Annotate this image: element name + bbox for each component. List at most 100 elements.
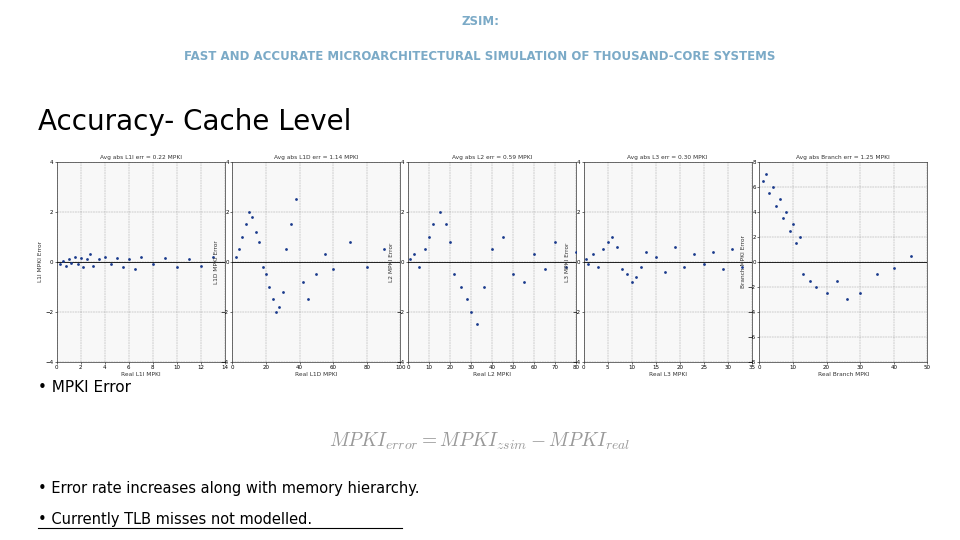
Point (792, 233, 807, 241)
Title: Avg abs L3 err = 0.30 MPKI: Avg abs L3 err = 0.30 MPKI (628, 155, 708, 160)
Point (300, 295, 316, 303)
Point (505, 270, 520, 279)
Point (779, 207, 794, 216)
Point (53, 260, 68, 269)
Point (476, 282, 492, 291)
Point (76, 262, 90, 271)
Text: • Error rate increases along with memory hierarchy.: • Error rate increases along with memory… (38, 481, 420, 496)
Point (121, 255, 136, 264)
Point (55, 256, 70, 265)
Text: • Currently TLB misses not modelled.: • Currently TLB misses not modelled. (38, 512, 313, 527)
Point (79, 255, 94, 264)
Point (459, 295, 474, 303)
Point (145, 260, 160, 269)
Title: Avg abs L1D err = 1.14 MPKI: Avg abs L1D err = 1.14 MPKI (274, 155, 359, 160)
Point (629, 273, 644, 281)
Point (638, 247, 654, 256)
Point (71, 260, 86, 269)
Point (772, 195, 787, 204)
Point (686, 250, 702, 259)
Point (789, 239, 804, 247)
Point (706, 247, 721, 256)
Point (261, 282, 276, 291)
Point (342, 238, 357, 246)
X-axis label: Real L1I MPKI: Real L1I MPKI (121, 373, 160, 377)
Point (886, 264, 901, 273)
Title: Avg abs Branch err = 1.25 MPKI: Avg abs Branch err = 1.25 MPKI (797, 155, 890, 160)
Point (234, 233, 250, 241)
Title: Avg abs L2 err = 0.59 MPKI: Avg abs L2 err = 0.59 MPKI (452, 155, 532, 160)
Point (765, 183, 780, 191)
Point (808, 282, 824, 291)
X-axis label: Real Branch MPKI: Real Branch MPKI (818, 373, 869, 377)
Point (715, 265, 731, 274)
Point (309, 270, 324, 279)
Point (605, 233, 620, 241)
Point (586, 250, 601, 259)
Point (272, 302, 287, 311)
Point (755, 177, 770, 185)
Point (432, 207, 447, 216)
Point (238, 220, 253, 229)
Point (600, 238, 615, 246)
Point (231, 245, 247, 254)
X-axis label: Real L3 MPKI: Real L3 MPKI (649, 373, 686, 377)
Text: FAST AND ACCURATE MICROARCHITECTURAL SIMULATION OF THOUSAND-CORE SYSTEMS: FAST AND ACCURATE MICROARCHITECTURAL SIM… (184, 50, 776, 63)
Point (568, 247, 584, 256)
Point (108, 254, 125, 262)
Point (438, 220, 453, 229)
Y-axis label: Branch MPKI Error: Branch MPKI Error (741, 235, 746, 288)
Point (180, 255, 196, 264)
Point (469, 320, 485, 329)
Point (278, 245, 294, 254)
Point (193, 261, 208, 270)
Y-axis label: L1D MPKI Error: L1D MPKI Error (214, 240, 219, 284)
Point (97, 253, 112, 261)
Point (283, 220, 299, 229)
Point (464, 307, 479, 316)
Y-axis label: L2 MPKI Error: L2 MPKI Error (390, 242, 395, 281)
Point (634, 262, 649, 271)
Point (84, 261, 101, 270)
Point (624, 278, 639, 286)
Point (248, 228, 263, 237)
Point (658, 267, 673, 276)
Point (59, 261, 74, 270)
Point (819, 289, 834, 298)
Y-axis label: L1I MPKI Error: L1I MPKI Error (38, 241, 43, 282)
Point (590, 262, 606, 271)
Title: Avg abs L1I err = 0.22 MPKI: Avg abs L1I err = 0.22 MPKI (100, 155, 181, 160)
Point (526, 250, 541, 259)
Point (252, 238, 267, 246)
Point (407, 250, 422, 259)
Point (828, 276, 845, 285)
Point (781, 226, 797, 235)
Point (494, 233, 510, 241)
Point (242, 207, 257, 216)
Point (725, 245, 740, 254)
Point (762, 189, 778, 198)
Point (484, 245, 499, 254)
Point (411, 262, 426, 271)
Point (296, 278, 311, 286)
Text: ZSIM:: ZSIM: (461, 16, 499, 29)
Point (734, 262, 750, 271)
Point (595, 245, 611, 254)
Point (785, 220, 801, 229)
Point (581, 260, 596, 269)
X-axis label: Real L1D MPKI: Real L1D MPKI (295, 373, 338, 377)
Point (91, 255, 107, 264)
Text: Accuracy- Cache Level: Accuracy- Cache Level (38, 108, 351, 136)
Point (265, 295, 280, 303)
Point (453, 282, 468, 291)
Point (63, 259, 79, 267)
Point (83, 250, 98, 259)
Point (375, 245, 392, 254)
Point (795, 270, 810, 279)
Point (870, 270, 885, 279)
Point (288, 195, 303, 204)
Point (61, 255, 76, 264)
Point (156, 254, 173, 262)
Point (443, 238, 458, 246)
Point (516, 278, 531, 286)
